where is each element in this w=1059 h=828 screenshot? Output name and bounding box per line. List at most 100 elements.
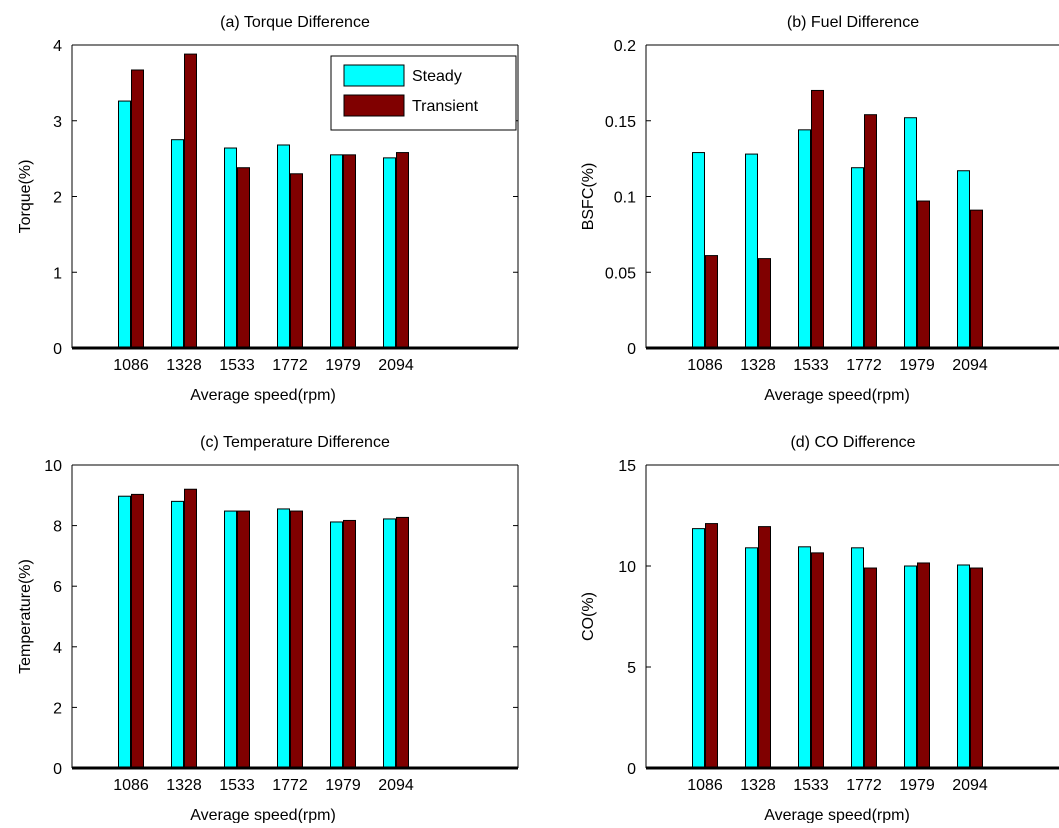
x-tick-label: 1328 (740, 777, 776, 794)
chart-title: (b) Fuel Difference (787, 14, 919, 31)
bar-steady-1979 (904, 565, 917, 769)
y-tick-label: 0.2 (614, 38, 636, 55)
x-axis-label: Average speed(rpm) (190, 387, 336, 404)
bar-transient-1772 (864, 567, 877, 769)
x-tick-label: 1533 (793, 357, 829, 374)
chart-title: (c) Temperature Difference (200, 434, 390, 451)
bar-transient-1086 (131, 69, 144, 349)
bar-steady-1086 (692, 528, 705, 769)
bar-steady-1328 (745, 153, 758, 349)
legend-swatch-steady (343, 64, 405, 87)
bar-transient-1328 (184, 488, 197, 769)
x-tick-label: 1772 (846, 357, 882, 374)
y-tick-label: 0.1 (614, 190, 636, 207)
bar-transient-1328 (758, 526, 771, 769)
chart-panel-3: 0 2 4 6 8 10 1086 1328 1533 1772 1979 2094 (c) Tempe… (17, 434, 519, 824)
x-tick-label: 1328 (166, 777, 202, 794)
y-axis-label: Temperature(%) (17, 559, 34, 674)
bar-transient-1533 (237, 510, 250, 769)
y-tick-label: 0 (53, 761, 62, 778)
bar-transient-1772 (290, 173, 303, 349)
x-tick-label: 1772 (846, 777, 882, 794)
bar-steady-2094 (957, 564, 970, 769)
y-tick-label: 4 (53, 640, 62, 657)
bar-transient-1086 (705, 255, 718, 349)
y-tick-label: 1 (53, 265, 62, 282)
bar-steady-1772 (851, 547, 864, 769)
bar-steady-1979 (904, 117, 917, 349)
y-tick-label: 4 (53, 38, 62, 55)
x-tick-label: 1533 (219, 777, 255, 794)
bar-steady-1979 (330, 154, 343, 349)
x-tick-label: 1772 (272, 357, 308, 374)
bar-transient-1772 (290, 510, 303, 769)
y-tick-label: 6 (53, 579, 62, 596)
bar-steady-1533 (798, 546, 811, 769)
bar-transient-1086 (705, 523, 718, 769)
bar-transient-1533 (811, 552, 824, 769)
x-tick-label: 2094 (952, 777, 988, 794)
y-tick-label: 10 (44, 458, 62, 475)
bar-transient-2094 (396, 516, 409, 769)
y-tick-label: 10 (618, 559, 636, 576)
chart-title: (a) Torque Difference (220, 14, 370, 31)
x-tick-label: 2094 (952, 357, 988, 374)
y-tick-label: 2 (53, 190, 62, 207)
y-axis-label: CO(%) (580, 592, 597, 641)
bar-steady-1328 (171, 500, 184, 769)
bar-steady-2094 (957, 170, 970, 349)
bar-transient-2094 (970, 209, 983, 349)
bar-transient-1772 (864, 114, 877, 349)
x-tick-label: 1086 (687, 777, 723, 794)
legend-label-steady: Steady (412, 68, 462, 85)
x-tick-label: 2094 (378, 357, 414, 374)
bar-steady-1086 (692, 152, 705, 349)
y-tick-label: 2 (53, 700, 62, 717)
y-axis-label: BSFC(%) (580, 163, 597, 231)
bar-transient-1086 (131, 493, 144, 769)
bar-steady-2094 (383, 157, 396, 349)
bar-steady-1772 (277, 508, 290, 769)
bar-steady-2094 (383, 518, 396, 769)
x-axis-label: Average speed(rpm) (764, 807, 910, 823)
y-tick-label: 15 (618, 458, 636, 475)
y-tick-label: 0 (627, 761, 636, 778)
chart-title: (d) CO Difference (790, 434, 915, 451)
x-tick-label: 1086 (113, 357, 149, 374)
bar-steady-1772 (277, 144, 290, 349)
bar-steady-1772 (851, 167, 864, 349)
x-tick-label: 1328 (166, 357, 202, 374)
bar-transient-1328 (758, 258, 771, 349)
bar-steady-1533 (224, 147, 237, 349)
x-tick-label: 1533 (793, 777, 829, 794)
bar-steady-1086 (118, 100, 131, 349)
bar-transient-1979 (917, 562, 930, 769)
x-tick-label: 1533 (219, 357, 255, 374)
bar-transient-2094 (970, 567, 983, 769)
bar-transient-2094 (396, 152, 409, 349)
y-tick-label: 0 (627, 341, 636, 358)
y-tick-label: 8 (53, 519, 62, 536)
bar-steady-1328 (171, 139, 184, 349)
x-tick-label: 1328 (740, 357, 776, 374)
y-tick-label: 0.05 (605, 265, 636, 282)
legend: Steady Transient (330, 55, 517, 131)
bar-transient-1533 (811, 89, 824, 349)
bar-transient-1979 (343, 519, 356, 769)
legend-swatch-transient (343, 94, 405, 117)
chart-panel-1: 0 1 2 3 4 1086 1328 1533 1772 1979 2094 (a) Torque … (17, 14, 519, 404)
bar-transient-1533 (237, 167, 250, 349)
bar-steady-1533 (798, 129, 811, 349)
bar-transient-1979 (343, 154, 356, 349)
y-tick-label: 3 (53, 114, 62, 131)
x-tick-label: 1086 (687, 357, 723, 374)
x-tick-label: 2094 (378, 777, 414, 794)
bar-steady-1533 (224, 510, 237, 769)
bar-steady-1086 (118, 495, 131, 769)
x-tick-label: 1772 (272, 777, 308, 794)
bar-transient-1328 (184, 53, 197, 349)
x-tick-label: 1979 (325, 357, 361, 374)
x-axis-label: Average speed(rpm) (190, 807, 336, 823)
